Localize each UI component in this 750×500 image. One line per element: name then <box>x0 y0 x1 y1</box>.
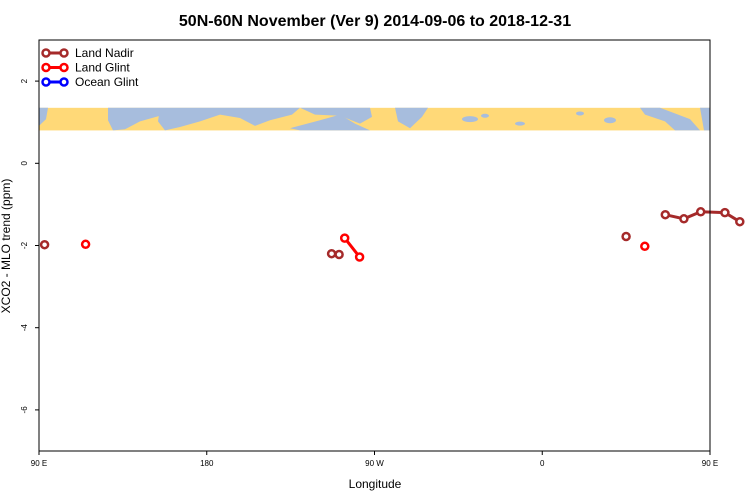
series-land-nadir <box>39 207 745 260</box>
data-point <box>660 209 671 220</box>
map-ocean-region <box>700 107 710 131</box>
data-point <box>354 252 365 262</box>
data-point <box>334 249 344 260</box>
x-tick-label: 0 <box>540 459 545 468</box>
map-ocean-region <box>39 107 48 126</box>
map-ocean-region <box>515 121 525 126</box>
legend-marker <box>59 48 69 58</box>
data-point <box>679 214 689 224</box>
world-map-band <box>39 107 710 131</box>
data-point <box>695 207 706 217</box>
legend-label: Land Nadir <box>75 46 134 60</box>
y-tick-label: 0 <box>20 161 29 166</box>
map-ocean-region <box>108 107 160 131</box>
y-axis-label: XCO2 - MLO trend (ppm) <box>0 179 13 314</box>
map-ocean-region <box>640 107 700 131</box>
x-tick-label: 90 E <box>702 459 718 468</box>
map-ocean-region <box>158 107 300 131</box>
y-tick-label: -2 <box>20 241 29 249</box>
legend-label: Ocean Glint <box>75 75 139 89</box>
map-ocean-region <box>604 117 616 124</box>
y-axis: 2 0 -2 -4 -6 <box>20 78 39 413</box>
chart-title: 50N-60N November (Ver 9) 2014-09-06 to 2… <box>179 13 571 30</box>
data-point <box>735 216 745 227</box>
legend-marker <box>59 62 69 73</box>
data-point <box>621 231 631 242</box>
plot-frame <box>38 39 711 452</box>
map-ocean-region <box>290 114 370 131</box>
x-axis-label: Longitude <box>349 477 402 491</box>
legend-marker <box>41 77 51 87</box>
y-tick-label: -6 <box>20 406 29 414</box>
x-axis: 90 E 180 90 W 0 90 E <box>31 451 718 468</box>
y-tick-label: -4 <box>20 324 29 332</box>
map-ocean-region <box>576 111 584 116</box>
map-ocean-region <box>481 113 489 118</box>
legend-label: Land Glint <box>75 61 130 75</box>
series-land-glint <box>80 233 650 262</box>
legend-marker <box>41 48 51 58</box>
x-tick-label: 180 <box>200 459 214 468</box>
legend-marker <box>59 77 69 87</box>
legend-marker <box>41 62 51 73</box>
data-point <box>39 239 50 250</box>
data-point <box>720 207 730 218</box>
map-ocean-region <box>395 107 428 129</box>
data-point <box>326 248 337 259</box>
legend-item: Land Glint <box>41 61 130 75</box>
map-ocean-region <box>300 107 372 124</box>
x-tick-label: 90 E <box>31 459 47 468</box>
plot-area <box>39 207 745 262</box>
data-point <box>640 241 650 252</box>
map-ocean-region <box>462 116 478 123</box>
x-tick-label: 90 W <box>365 459 384 468</box>
data-point <box>80 239 91 250</box>
legend-item: Ocean Glint <box>41 75 139 89</box>
legend-item: Land Nadir <box>41 46 134 60</box>
data-point <box>339 233 350 243</box>
y-tick-label: 2 <box>20 78 29 83</box>
